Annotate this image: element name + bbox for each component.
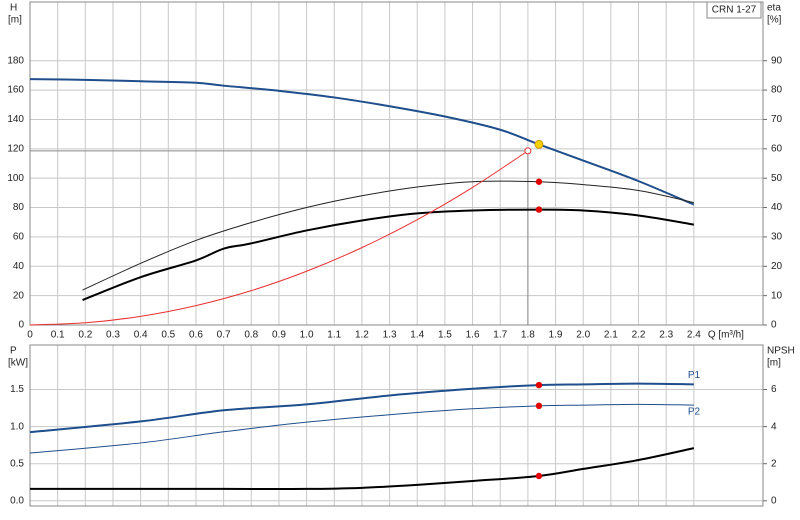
x-tick-label: 0.7	[217, 330, 231, 341]
model-label: CRN 1-27	[712, 5, 757, 16]
x-tick-label: 2.1	[604, 330, 618, 341]
plot-frame	[29, 1, 764, 326]
y-axis-label: P	[10, 346, 17, 357]
y-axis-unit: [m]	[8, 15, 22, 26]
x-tick-label: 0.3	[106, 330, 120, 341]
curve	[82, 208, 695, 301]
x-tick-label: 0.6	[189, 330, 203, 341]
y-tick-label: 20	[13, 290, 25, 301]
y2-tick-label: 2	[771, 458, 777, 469]
plot-area	[30, 345, 763, 506]
plot-frame	[29, 344, 764, 507]
y-tick-label: 140	[7, 114, 24, 125]
y2-axis-label: NPSH	[767, 346, 795, 357]
y2-tick-label: 0	[771, 320, 777, 331]
curve-label: P2	[688, 407, 701, 418]
marker	[534, 139, 544, 149]
y-tick-label: 0.0	[10, 495, 24, 506]
y2-tick-label: 80	[771, 85, 783, 96]
y-axis-unit: [kW]	[8, 358, 28, 369]
x-tick-label: 0.1	[51, 330, 65, 341]
x-tick-label: 1.5	[438, 330, 452, 341]
marker	[535, 178, 543, 185]
curve	[29, 150, 529, 326]
y2-axis-unit: [m]	[767, 358, 781, 369]
curve	[82, 180, 694, 291]
y-tick-label: 120	[7, 143, 24, 154]
x-tick-label: 2.4	[687, 330, 701, 341]
x-tick-label: 2.0	[576, 330, 590, 341]
x-tick-label: 2.2	[632, 330, 646, 341]
y2-tick-label: 0	[771, 495, 777, 506]
y-tick-label: 1.0	[10, 421, 24, 432]
ref-point	[524, 147, 532, 155]
x-tick-label: 1.4	[410, 330, 424, 341]
curve	[29, 447, 695, 491]
y2-tick-label: 10	[771, 290, 783, 301]
y-tick-label: 0.5	[10, 458, 24, 469]
marker	[535, 402, 543, 410]
x-tick-label: 0.4	[134, 330, 148, 341]
y-tick-label: 40	[13, 261, 25, 272]
curve	[29, 78, 695, 206]
plot-area	[30, 2, 763, 325]
y2-tick-label: 40	[771, 202, 783, 213]
model-box	[706, 1, 762, 19]
x-tick-label: 0.9	[272, 330, 286, 341]
y2-tick-label: 70	[771, 114, 783, 125]
y-tick-label: 1.5	[10, 384, 24, 395]
x-tick-label: 1.7	[493, 330, 507, 341]
x-tick-label: 1.9	[549, 330, 563, 341]
y2-axis-label: eta	[767, 3, 781, 14]
y2-tick-label: 60	[771, 143, 783, 154]
y-tick-label: 60	[13, 232, 25, 243]
y-tick-label: 160	[7, 85, 24, 96]
y-tick-label: 180	[7, 55, 24, 66]
curve	[29, 382, 694, 434]
x-axis-label: Q [m³/h]	[708, 330, 744, 341]
y2-tick-label: 6	[771, 384, 777, 395]
x-tick-label: 0	[27, 330, 33, 341]
x-tick-label: 1.0	[300, 330, 314, 341]
y2-tick-label: 30	[771, 232, 783, 243]
curve-label: P1	[688, 370, 701, 381]
marker	[535, 206, 543, 213]
y2-axis-unit: [%]	[767, 15, 782, 26]
marker	[535, 381, 543, 389]
y2-tick-label: 20	[771, 261, 783, 272]
x-tick-label: 0.2	[78, 330, 92, 341]
y2-tick-label: 4	[771, 421, 777, 432]
x-tick-label: 0.8	[244, 330, 258, 341]
x-tick-label: 1.3	[383, 330, 397, 341]
y-tick-label: 0	[18, 320, 24, 331]
curve	[29, 403, 694, 454]
marker	[535, 472, 543, 480]
x-tick-label: 1.8	[521, 330, 535, 341]
x-tick-label: 2.3	[659, 330, 673, 341]
x-tick-label: 0.5	[161, 330, 175, 341]
y-tick-label: 100	[7, 173, 24, 184]
y-axis-label: H	[10, 3, 17, 14]
y2-tick-label: 90	[771, 55, 783, 66]
x-tick-label: 1.1	[327, 330, 341, 341]
x-tick-label: 1.6	[466, 330, 480, 341]
y-tick-label: 80	[13, 202, 25, 213]
y2-tick-label: 50	[771, 173, 783, 184]
x-tick-label: 1.2	[355, 330, 369, 341]
